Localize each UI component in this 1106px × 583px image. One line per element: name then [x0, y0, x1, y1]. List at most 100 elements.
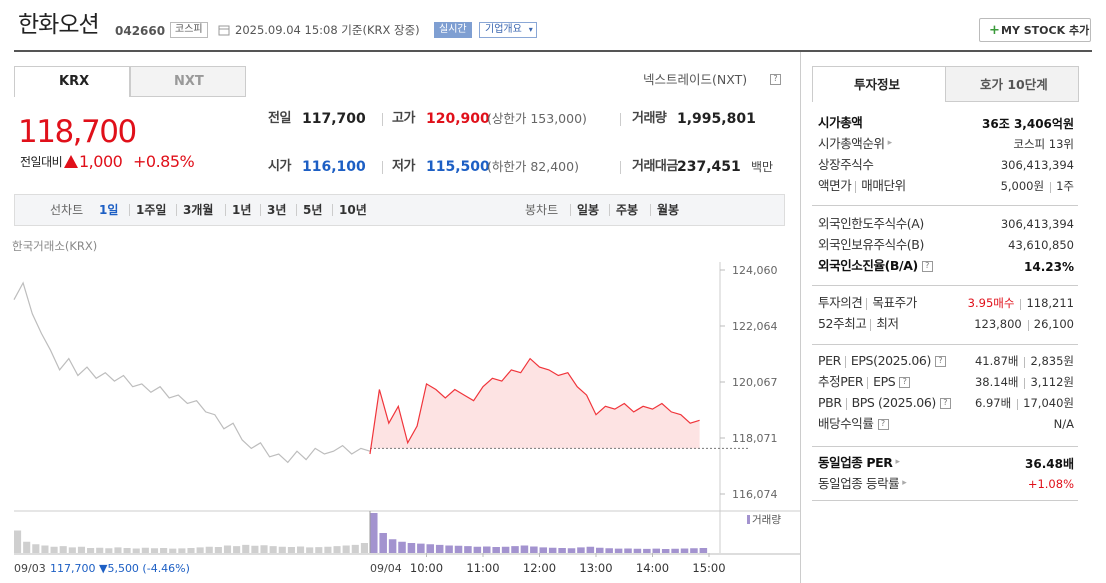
quote-extra: (하한가 82,400) — [487, 159, 579, 174]
realtime-badge: 실시간 — [434, 22, 472, 38]
info-label: PBR — [818, 395, 842, 410]
volume-bar — [123, 548, 131, 553]
change-percent: +0.85% — [133, 152, 195, 171]
invest-tab-label: 투자정보 — [854, 77, 901, 92]
help-icon: ? — [899, 377, 911, 388]
info-value: 1주 — [1056, 179, 1074, 193]
x-tick-label: 11:00 — [466, 561, 499, 575]
volume-bar — [426, 544, 435, 553]
info-label: 매매단위 — [861, 178, 906, 193]
x-tick-label: 14:00 — [636, 561, 669, 575]
krx-tab-label: KRX — [59, 74, 90, 89]
volume-bar — [68, 547, 76, 553]
quote-separator — [382, 113, 383, 126]
volume-bar — [643, 548, 651, 553]
info-label: 액면가 — [818, 178, 852, 193]
section-rule — [812, 205, 1078, 206]
quote-label: 시가 — [268, 159, 291, 174]
volume-bar — [690, 548, 698, 553]
toolbar-separator — [609, 204, 610, 216]
volume-bar — [324, 546, 332, 553]
line-chart-label: 선차트 — [50, 203, 84, 217]
info-value: +1.08% — [1027, 477, 1074, 491]
my-stock-button[interactable]: + MY STOCK 추가 — [979, 18, 1091, 42]
volume-bar — [680, 548, 689, 553]
period-button[interactable]: 5년 — [303, 203, 323, 217]
stock-code: 042660 — [115, 24, 166, 38]
volume-bar — [269, 546, 277, 553]
chart-source: 한국거래소(KRX) — [12, 239, 98, 253]
y-tick-label: 124,060 — [732, 264, 778, 277]
period-button[interactable]: 1년 — [232, 203, 252, 217]
info-value: 118,211 — [1026, 296, 1074, 310]
quote-separator — [382, 161, 383, 174]
volume-bar — [141, 547, 149, 553]
volume-bar — [223, 545, 232, 553]
nxt-tab-label: NXT — [174, 74, 204, 89]
candle-chart-label: 봉차트 — [525, 203, 559, 217]
info-label: 투자의견 — [818, 295, 863, 310]
help-icon: ? — [770, 74, 781, 85]
nxt-tab[interactable]: NXT — [130, 66, 246, 97]
volume-bar — [169, 548, 177, 553]
invest-tab[interactable]: 투자정보 — [812, 66, 946, 102]
volume-bar — [492, 547, 500, 553]
info-value: 2,835원 — [1030, 354, 1074, 368]
current-price: 118,700 — [18, 114, 137, 150]
volume-bar — [558, 548, 566, 553]
toolbar-separator — [570, 204, 571, 216]
info-value: 6.97배 — [974, 396, 1012, 410]
volume-bar — [596, 547, 604, 553]
volume-bar — [435, 544, 444, 553]
info-value: 17,040원 — [1023, 396, 1074, 410]
volume-bar — [388, 539, 397, 553]
x-tick-label: 13:00 — [579, 561, 612, 575]
company-info-button[interactable]: 기업개요 ▾ — [479, 22, 537, 38]
krx-tab[interactable]: KRX — [14, 66, 130, 97]
plus-icon: + — [989, 23, 1000, 38]
volume-bar — [105, 548, 113, 553]
volume-bar — [32, 544, 40, 553]
candle-button[interactable]: 일봉 — [577, 203, 600, 217]
volume-bar — [278, 546, 286, 553]
info-value: 14.23% — [1024, 260, 1074, 274]
x-tick-label: 12:00 — [523, 561, 556, 575]
volume-bar — [445, 545, 453, 553]
orderbook-tab[interactable]: 호가 10단계 — [945, 66, 1079, 102]
info-label: BPS (2025.06) — [851, 395, 937, 410]
nxt-link[interactable]: 넥스트레이드(NXT) — [643, 72, 748, 87]
volume-bar — [251, 545, 259, 553]
info-label: PER — [818, 353, 841, 368]
info-label: EPS(2025.06) — [850, 353, 931, 368]
volume-bar — [233, 546, 241, 553]
info-label: 최저 — [876, 316, 899, 331]
period-button[interactable]: 3개월 — [183, 203, 214, 217]
toolbar-separator — [296, 204, 297, 216]
period-button[interactable]: 10년 — [339, 203, 367, 217]
info-label: 52주최고 — [818, 316, 867, 331]
volume-bar — [59, 546, 67, 553]
toolbar-separator — [260, 204, 261, 216]
y-tick-label: 116,074 — [732, 488, 778, 501]
info-label: 배당수익률 — [818, 416, 874, 431]
volume-bar — [333, 546, 341, 553]
period-button[interactable]: 1일 — [99, 203, 119, 217]
volume-bar — [187, 548, 195, 553]
label-separator — [870, 319, 872, 331]
period-button[interactable]: 1주일 — [136, 203, 167, 217]
volume-bar — [242, 544, 250, 553]
quote-label: 거래량 — [632, 111, 667, 126]
info-value: 306,413,394 — [1000, 217, 1074, 231]
candle-button[interactable]: 월봉 — [657, 203, 680, 217]
arrow-icon: ▸ — [895, 457, 900, 467]
info-label: 외국인한도주식수(A) — [818, 216, 924, 231]
period-button[interactable]: 3년 — [267, 203, 287, 217]
quote-label: 고가 — [392, 111, 415, 126]
volume-bar — [586, 546, 595, 553]
change-label: 전일대비 — [20, 155, 63, 169]
candle-button[interactable]: 주봉 — [616, 203, 639, 217]
chart: 124,060 122,064 120,067 118,071 116,074 09/03… — [13, 262, 800, 575]
volume-bar — [699, 548, 708, 553]
volume-bar — [671, 548, 679, 553]
